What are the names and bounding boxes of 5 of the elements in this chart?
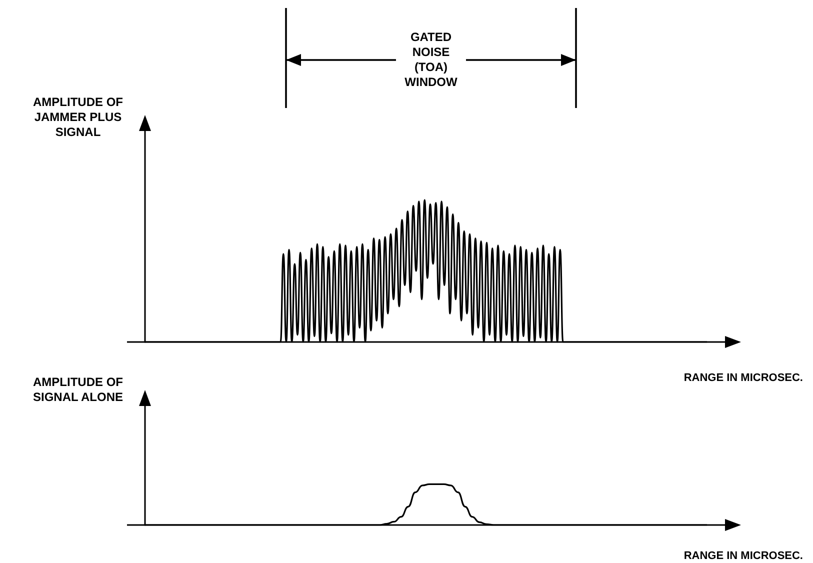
- y-axis-title: AMPLITUDE OF SIGNAL ALONE: [32, 375, 124, 405]
- text: GATED NOISE (TOA) WINDOW: [396, 30, 466, 90]
- x-axis-title: RANGE IN MICROSEC.: [684, 372, 803, 384]
- x-axis-title: RANGE IN MICROSEC.: [684, 550, 803, 562]
- y-axis-title: AMPLITUDE OF JAMMER PLUS SIGNAL: [32, 95, 124, 140]
